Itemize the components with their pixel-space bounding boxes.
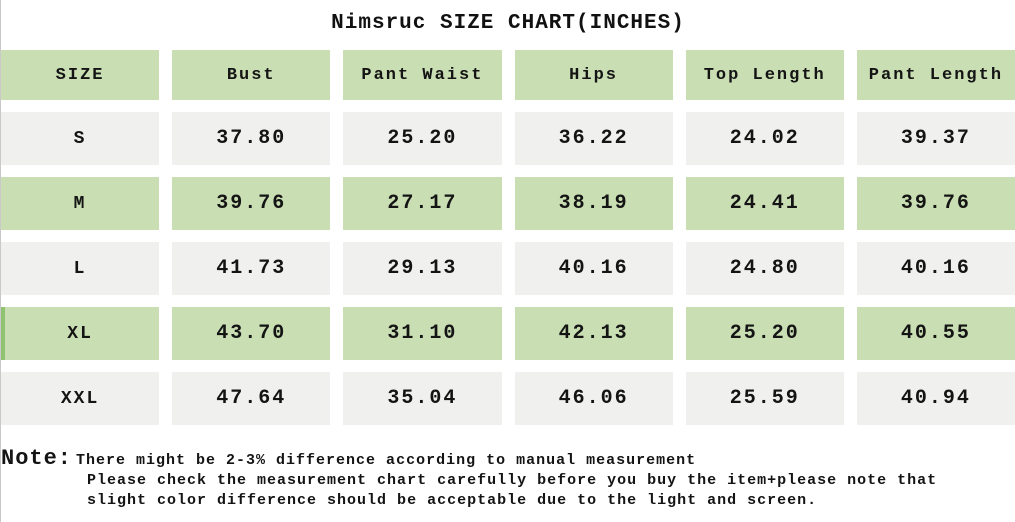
note-section: Note: There might be 2-3% difference acc… [1, 448, 1015, 511]
column-header-top-length: Top Length [685, 50, 844, 100]
row-xxl-top-length: 25.59 [685, 372, 844, 425]
row-l-bust: 41.73 [172, 242, 331, 295]
row-xl-bust: 43.70 [172, 307, 331, 360]
row-xl-top-length: 25.20 [685, 307, 844, 360]
row-l-hips: 40.16 [514, 242, 673, 295]
size-chart-table: SIZE Bust Pant Waist Hips Top Length Pan… [1, 50, 1015, 425]
row-l-size-label: L [1, 242, 160, 295]
row-xl-hips: 42.13 [514, 307, 673, 360]
row-xl-pant-length: 40.55 [856, 307, 1015, 360]
row-xl-pant-waist: 31.10 [343, 307, 502, 360]
row-s-bust: 37.80 [172, 112, 331, 165]
column-header-pant-waist: Pant Waist [343, 50, 502, 100]
row-xl-size-label: XL [1, 307, 160, 360]
row-l-pant-length: 40.16 [856, 242, 1015, 295]
page-title: Nimsruc SIZE CHART(INCHES) [331, 12, 685, 35]
note-text: There might be 2-3% difference according… [76, 448, 937, 511]
row-s-pant-waist: 25.20 [343, 112, 502, 165]
row-s-size-label: S [1, 112, 160, 165]
row-m-top-length: 24.41 [685, 177, 844, 230]
row-s-pant-length: 39.37 [856, 112, 1015, 165]
row-s-top-length: 24.02 [685, 112, 844, 165]
row-xxl-pant-length: 40.94 [856, 372, 1015, 425]
note-line-2: Please check the measurement chart caref… [87, 472, 938, 489]
row-xxl-size-label: XXL [1, 372, 160, 425]
column-header-bust: Bust [172, 50, 331, 100]
column-header-size: SIZE [1, 50, 160, 100]
row-l-top-length: 24.80 [685, 242, 844, 295]
row-m-bust: 39.76 [172, 177, 331, 230]
row-m-size-label: M [1, 177, 160, 230]
row-m-hips: 38.19 [514, 177, 673, 230]
row-xxl-hips: 46.06 [514, 372, 673, 425]
row-l-pant-waist: 29.13 [343, 242, 502, 295]
note-label: Note: [1, 446, 73, 471]
row-m-pant-waist: 27.17 [343, 177, 502, 230]
row-xxl-pant-waist: 35.04 [343, 372, 502, 425]
row-xxl-bust: 47.64 [172, 372, 331, 425]
column-header-pant-length: Pant Length [856, 50, 1015, 100]
note-line-3: slight color difference should be accept… [87, 492, 818, 509]
note-line-1: There might be 2-3% difference according… [76, 452, 697, 469]
column-header-hips: Hips [514, 50, 673, 100]
row-s-hips: 36.22 [514, 112, 673, 165]
row-m-pant-length: 39.76 [856, 177, 1015, 230]
